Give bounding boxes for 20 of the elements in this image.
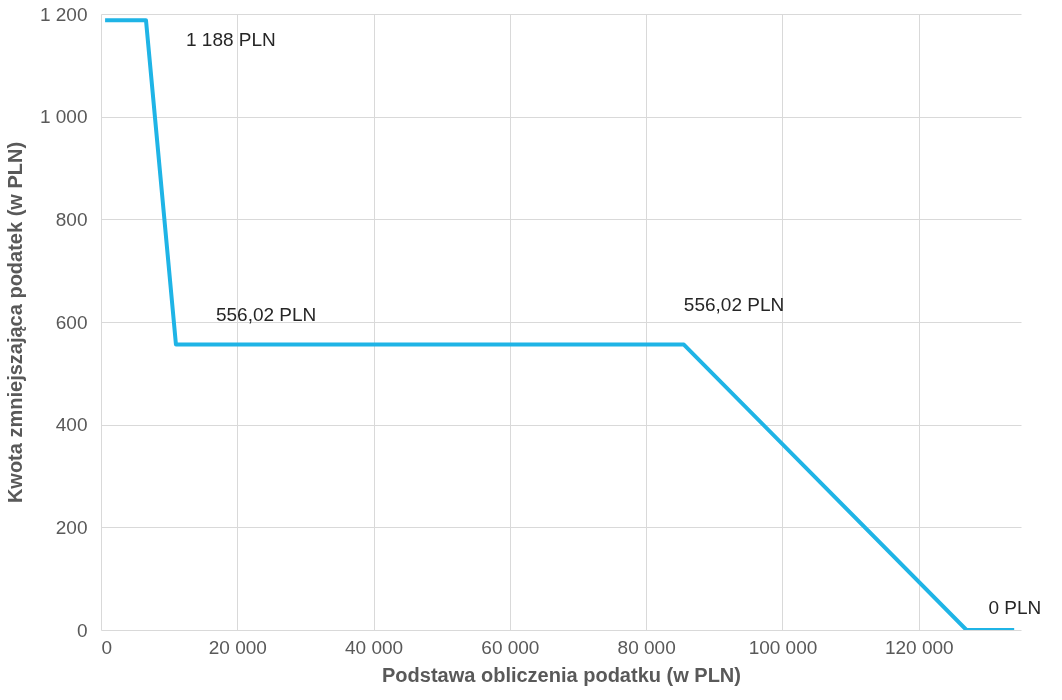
y-tick-label: 200 [55, 516, 88, 538]
x-tick-label: 60 000 [481, 636, 540, 658]
annotation: 1 188 PLN [185, 29, 276, 51]
x-tick-label: 100 000 [748, 636, 818, 658]
x-axis-title: Podstawa obliczenia podatku (w PLN) [382, 663, 741, 686]
y-tick-label: 0 [76, 619, 88, 641]
y-axis-title: Kwota zmniejszająca podatek (w PLN) [3, 141, 26, 504]
x-tick-label: 120 000 [884, 636, 954, 658]
y-tick-label: 800 [55, 208, 88, 230]
y-tick-label: 1 200 [39, 3, 88, 25]
annotation: 556,02 PLN [215, 303, 317, 325]
x-tick-label: 20 000 [208, 636, 267, 658]
x-tick-label: 80 000 [617, 636, 676, 658]
annotation: 0 PLN [988, 597, 1042, 618]
annotation: 556,02 PLN [683, 293, 785, 315]
y-tick-label: 400 [55, 414, 88, 436]
x-tick-label: 40 000 [345, 636, 404, 658]
y-tick-label: 1 000 [39, 106, 88, 128]
x-tick-label: 0 [101, 636, 113, 658]
y-tick-label: 600 [55, 311, 88, 333]
